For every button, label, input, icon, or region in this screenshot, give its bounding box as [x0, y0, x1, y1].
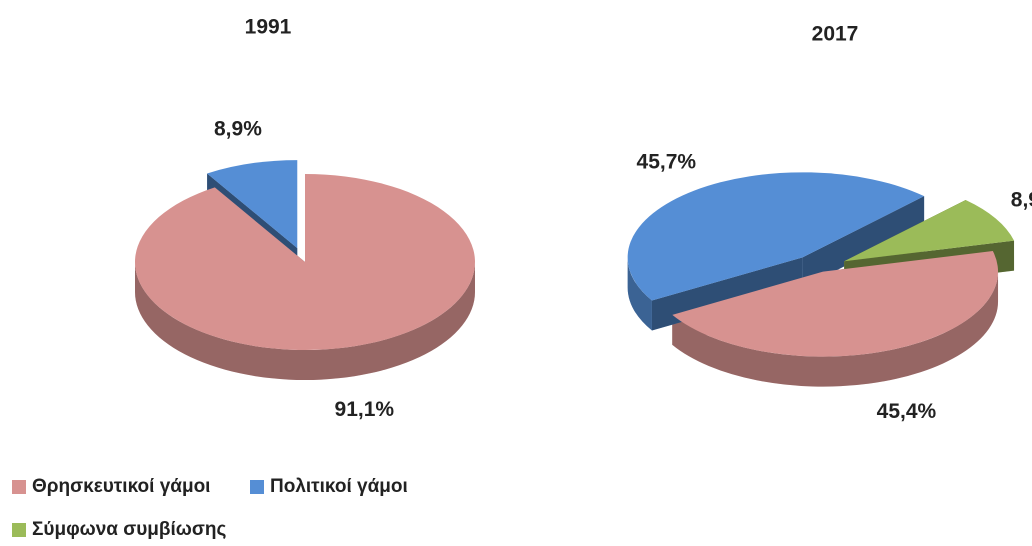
pie-slice — [135, 174, 475, 350]
data-label: 91,1% — [335, 398, 395, 421]
pie-slice — [627, 172, 925, 301]
slice-rim — [672, 271, 999, 387]
slice-wall — [802, 196, 925, 288]
legend-swatch — [12, 523, 26, 537]
slice-rim-shade — [627, 257, 652, 331]
pie-slice — [207, 160, 298, 249]
legend-swatch — [250, 480, 264, 494]
slice-rim — [135, 262, 475, 380]
pie-slice — [844, 200, 1015, 262]
slice-wall-shade — [802, 196, 925, 288]
slice-rim-shade — [135, 262, 475, 380]
legend-swatch — [12, 480, 26, 494]
chart-title: 2017 — [812, 23, 859, 46]
legend-label: Πολιτικοί γάμοι — [270, 476, 408, 497]
data-label: 45,4% — [877, 400, 937, 423]
legend-label: Σύμφωνα συμβίωσης — [32, 519, 226, 540]
data-label: 8,9% — [1011, 189, 1032, 212]
slice-rim — [627, 257, 652, 331]
chart-title: 1991 — [245, 16, 292, 39]
legend-label: Θρησκευτικοί γάμοι — [32, 476, 210, 497]
data-label: 8,9% — [214, 117, 262, 140]
data-label: 45,7% — [637, 151, 697, 174]
pie-slice — [672, 251, 999, 357]
slice-rim-shade — [672, 271, 999, 387]
